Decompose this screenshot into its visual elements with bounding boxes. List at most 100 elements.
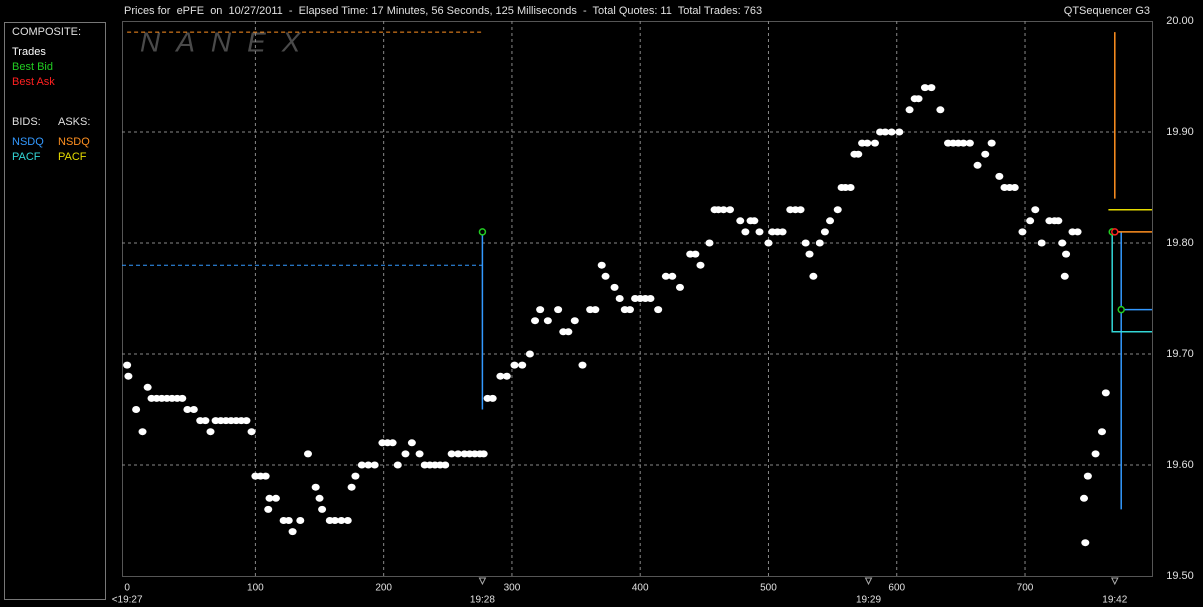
trade-dot xyxy=(1062,250,1071,258)
legend-entry: NSDQ xyxy=(12,136,44,148)
trade-dot xyxy=(846,184,855,191)
trade-dot xyxy=(318,505,327,513)
x-tick-label: 200 xyxy=(375,583,392,594)
trade-dot xyxy=(1081,539,1090,547)
trade-dot xyxy=(815,239,824,247)
trade-dot xyxy=(407,439,416,447)
trade-dot xyxy=(393,461,402,469)
trade-dot xyxy=(959,139,968,147)
legend-panel xyxy=(4,22,106,600)
legend-asks-heading: ASKS: xyxy=(58,116,90,128)
trade-dot xyxy=(315,494,324,502)
trade-dot xyxy=(502,372,511,380)
x-tick-label: 0 xyxy=(124,583,130,594)
trade-dot xyxy=(965,139,974,147)
trade-dot xyxy=(755,228,764,236)
time-tick-marker xyxy=(478,577,487,586)
trade-dot xyxy=(357,461,366,469)
trade-dot xyxy=(610,283,619,291)
trade-dot xyxy=(288,528,297,536)
legend-entry: Trades xyxy=(12,46,46,58)
legend-entry: NSDQ xyxy=(58,136,90,148)
trade-dot xyxy=(570,317,579,325)
trade-dot xyxy=(189,406,198,413)
trade-dot xyxy=(303,450,312,458)
trade-dot xyxy=(820,228,829,236)
trade-dot xyxy=(343,517,352,524)
trade-dot xyxy=(578,361,587,369)
trade-dot xyxy=(364,461,373,469)
trade-dot xyxy=(887,128,896,136)
trade-dot xyxy=(778,228,787,236)
trade-dot xyxy=(370,461,379,469)
trade-dot xyxy=(654,306,663,314)
trade-dot xyxy=(1054,217,1063,225)
trade-dot xyxy=(1010,184,1019,191)
trade-dot xyxy=(525,350,534,358)
trade-dot xyxy=(987,139,996,147)
trade-dot xyxy=(615,295,624,302)
trade-dot xyxy=(668,272,677,280)
y-tick-label: 19.60 xyxy=(1166,459,1194,471)
trade-dot xyxy=(826,217,835,225)
trade-dot xyxy=(705,239,714,247)
trade-dot xyxy=(863,139,872,147)
chart-subtitle: QTSequencer G3 xyxy=(1064,5,1150,17)
trade-dot xyxy=(488,394,497,402)
trade-dot xyxy=(675,283,684,291)
trade-dot xyxy=(1083,472,1092,480)
trade-dot xyxy=(510,361,519,369)
trade-dot xyxy=(719,206,728,214)
legend-entry: PACF xyxy=(12,151,41,163)
trade-dot xyxy=(1101,389,1110,397)
trade-dot xyxy=(496,372,505,380)
trade-dot xyxy=(337,517,346,524)
legend-entry: Best Bid xyxy=(12,61,53,73)
trade-dot xyxy=(554,306,563,314)
trade-dot xyxy=(284,517,293,524)
x-tick-label: 400 xyxy=(632,583,649,594)
trade-dot xyxy=(936,106,945,114)
y-tick-label: 20.00 xyxy=(1166,15,1194,27)
trade-dot xyxy=(206,428,215,436)
x-tick-label: 100 xyxy=(247,583,264,594)
trade-dot xyxy=(741,228,750,236)
trade-dot xyxy=(796,206,805,214)
trade-dot xyxy=(201,417,210,425)
trade-dot xyxy=(138,428,147,436)
trade-dot xyxy=(805,250,814,258)
trade-dot xyxy=(143,383,152,391)
trade-dot xyxy=(833,206,842,214)
time-tick-label: 19:28 xyxy=(470,595,495,606)
quote-line xyxy=(481,231,1152,510)
trade-dot xyxy=(536,306,545,314)
trade-dot xyxy=(1058,239,1067,247)
trade-dot xyxy=(388,439,397,447)
y-tick-label: 19.50 xyxy=(1166,570,1194,582)
trade-dot xyxy=(1031,206,1040,214)
legend-bids-heading: BIDS: xyxy=(12,116,41,128)
trade-dot xyxy=(764,239,773,247)
trade-dot xyxy=(696,261,705,269)
trade-dot xyxy=(895,128,904,136)
trade-dot xyxy=(750,217,759,225)
trade-dot xyxy=(881,128,890,136)
quote-marker xyxy=(478,228,487,236)
trade-dot xyxy=(132,406,141,413)
trade-dot xyxy=(736,217,745,225)
y-tick-label: 19.70 xyxy=(1166,348,1194,360)
trade-dot xyxy=(242,417,251,425)
trade-dot xyxy=(479,450,488,458)
trade-dot xyxy=(920,84,929,92)
trade-dot xyxy=(124,372,133,380)
trade-dot xyxy=(1080,494,1089,502)
trade-dot xyxy=(261,472,270,480)
y-tick-label: 19.80 xyxy=(1166,237,1194,249)
trade-dot xyxy=(691,250,700,258)
trade-dot xyxy=(981,150,990,158)
legend-title: COMPOSITE: xyxy=(12,26,81,38)
trade-dot xyxy=(1018,228,1027,236)
trade-dot xyxy=(247,428,256,436)
